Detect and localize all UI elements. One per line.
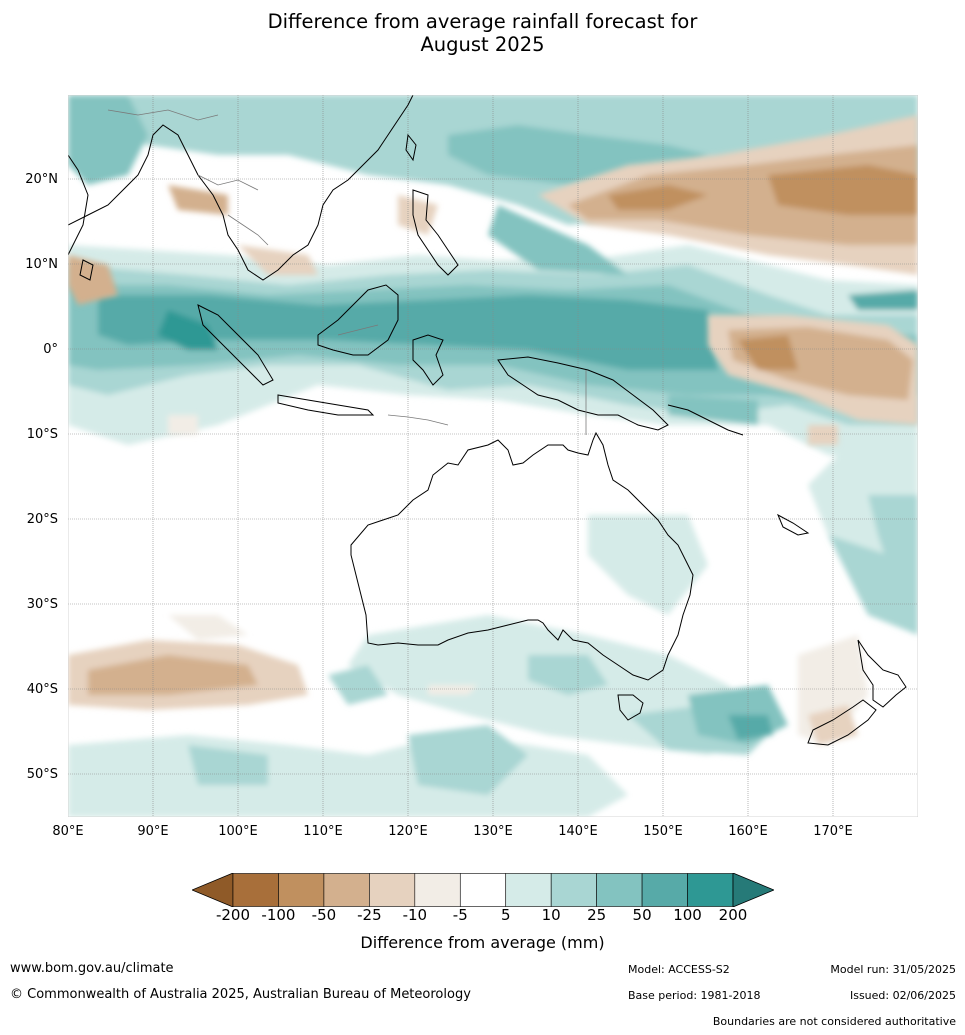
colorbar-segment	[641, 873, 688, 907]
colorbar-tick-label: -10	[402, 906, 428, 924]
colorbar-tick-label: -200	[215, 906, 251, 924]
colorbar-over-arrow	[732, 873, 774, 907]
lon-tick-label: 170°E	[813, 824, 853, 839]
sumatra-coastline	[197, 304, 274, 386]
colorbar-tick-label: 10	[541, 906, 561, 924]
new-zealand-south-coastline	[807, 699, 877, 746]
borneo-coastline	[317, 284, 399, 356]
footer-model: Model: ACCESS-S2	[628, 963, 730, 976]
lat-tick-label: 20°S	[26, 511, 58, 527]
title-line-2: August 2025	[420, 33, 545, 56]
colorbar-tick-label: 25	[587, 906, 607, 924]
title-line-1: Difference from average rainfall forecas…	[267, 10, 698, 33]
colorbar-segment	[505, 873, 552, 907]
colorbar-tick-label: -5	[452, 906, 468, 924]
colorbar-segment	[687, 873, 734, 907]
colorbar-tick-label: 50	[632, 906, 652, 924]
lon-tick-label: 100°E	[218, 824, 258, 839]
coastlines	[68, 95, 907, 746]
lat-tick-label: 40°S	[26, 681, 58, 697]
colorbar-segment	[414, 873, 461, 907]
colorbar-label: Difference from average (mm)	[360, 933, 605, 952]
colorbar-tick-label: 5	[500, 906, 511, 924]
colorbar-segment	[596, 873, 643, 907]
new-caledonia-coastline	[777, 513, 810, 536]
sri-lanka-coastline	[79, 259, 94, 281]
colorbar-segment	[550, 873, 597, 907]
colorbar-tick-label: 200	[718, 906, 748, 924]
footer-base-period: Base period: 1981-2018	[628, 989, 761, 1002]
colorbar-segment	[232, 873, 279, 907]
lat-tick-label: 10°S	[26, 426, 58, 442]
new-zealand-north-coastline	[857, 639, 907, 708]
lat-tick-label: 10°N	[25, 256, 58, 272]
sulawesi-coastline	[412, 334, 444, 386]
rainfall-map	[68, 95, 918, 817]
colorbar-tick-label: -25	[357, 906, 382, 924]
lon-tick-label: 90°E	[137, 824, 169, 839]
java-coastline	[277, 394, 375, 416]
colorbar-tick-label: -50	[311, 906, 337, 924]
lon-tick-label: 160°E	[728, 824, 768, 839]
colorbar-segment	[323, 873, 370, 907]
philippines-coastline	[412, 189, 459, 276]
colorbar-segment	[369, 873, 416, 907]
footer-issued: Issued: 02/06/2025	[849, 989, 956, 1002]
country-borders	[107, 109, 587, 435]
graticule	[68, 95, 918, 817]
lon-tick-label: 80°E	[52, 824, 84, 839]
colorbar-segment	[459, 873, 507, 907]
colorbar-segment	[278, 873, 325, 907]
tasmania-coastline	[617, 694, 644, 721]
lon-tick-label: 120°E	[388, 824, 428, 839]
solomon-islands-coastline	[667, 404, 744, 436]
footer-disclaimer: Boundaries are not considered authoritat…	[712, 1015, 956, 1028]
australia-coastline	[350, 431, 694, 681]
map-title: Difference from average rainfall forecas…	[0, 10, 965, 56]
asia-mainland-coastline	[68, 95, 414, 281]
taiwan-coastline	[405, 133, 417, 162]
colorbar-tick-label: -100	[261, 906, 296, 924]
lon-tick-label: 150°E	[643, 824, 683, 839]
lon-tick-label: 130°E	[473, 824, 513, 839]
lat-tick-label: 0°	[43, 341, 58, 357]
new-guinea-coastline	[497, 356, 669, 431]
footer-copyright: © Commonwealth of Australia 2025, Austra…	[10, 987, 471, 1002]
colorbar-under-arrow	[192, 873, 234, 907]
colorbar-tick-label: 100	[673, 906, 702, 924]
footer-url: www.bom.gov.au/climate	[10, 961, 174, 976]
lat-tick-label: 20°N	[25, 171, 58, 187]
lat-tick-label: 30°S	[26, 596, 58, 612]
footer-model-run: Model run: 31/05/2025	[830, 963, 956, 976]
colorbar	[192, 873, 774, 907]
lon-tick-label: 140°E	[558, 824, 598, 839]
india-coastline	[68, 154, 89, 256]
lat-tick-label: 50°S	[26, 766, 58, 782]
lon-tick-label: 110°E	[303, 824, 343, 839]
